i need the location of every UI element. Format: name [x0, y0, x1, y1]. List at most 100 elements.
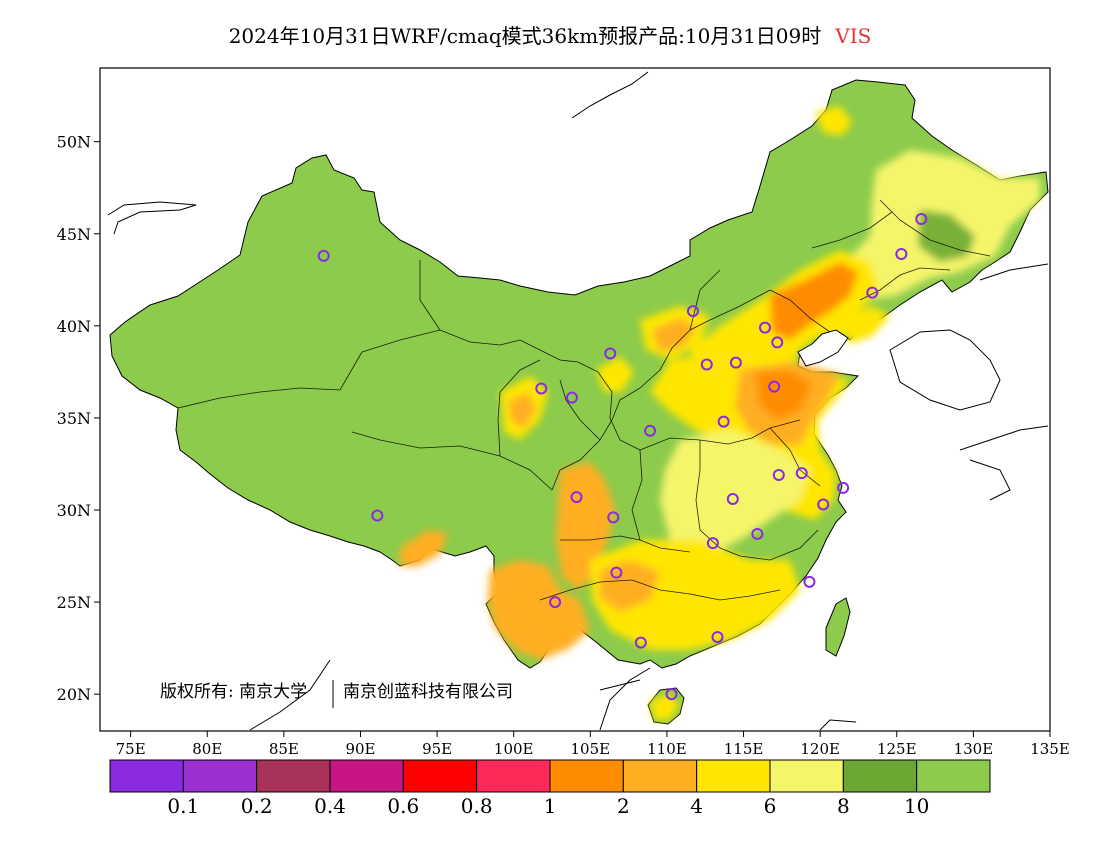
- vis-band-orange-beijing: [770, 262, 858, 340]
- legend-swatch: [842, 759, 918, 793]
- lat-tick-label: 20N: [57, 685, 91, 704]
- legend-swatch: [622, 759, 698, 793]
- vis-band-orange-core: [755, 370, 812, 420]
- lon-tick-label: 135E: [1030, 740, 1070, 758]
- legend-label: 10: [904, 794, 929, 818]
- vis-band-yellow-innermongolia: [816, 106, 852, 136]
- legend-swatch: [476, 759, 551, 793]
- vis-band-darkgreen-ne: [918, 210, 975, 262]
- legend-swatch: [329, 759, 404, 793]
- legend-swatch: [256, 759, 331, 793]
- station-marker: [759, 321, 771, 334]
- legend-label: 0.1: [167, 794, 199, 818]
- copyright-partner: 南京创蓝科技有限公司: [343, 682, 513, 702]
- station-marker: [535, 382, 548, 395]
- legend-swatch: [696, 759, 771, 793]
- legend-label: 0.6: [387, 794, 419, 818]
- vis-band-orange-tibet: [400, 530, 448, 566]
- legend-label: 2: [617, 794, 630, 818]
- legend-label: 8: [837, 794, 850, 818]
- station-marker: [866, 286, 879, 299]
- station-marker: [771, 336, 784, 349]
- station-marker: [565, 391, 578, 404]
- station-marker: [706, 537, 719, 550]
- station-marker: [686, 305, 699, 318]
- legend-label: 1: [544, 794, 557, 818]
- station-marker: [610, 566, 623, 579]
- station-marker: [665, 688, 678, 701]
- lon-tick-label: 110E: [647, 740, 687, 758]
- station-marker: [915, 213, 928, 226]
- map-title: 2024年10月31日WRF/cmaq模式36km预报产品:10月31日09时 V…: [0, 20, 1100, 49]
- legend-label: 0.4: [314, 794, 346, 818]
- station-marker: [803, 575, 816, 588]
- legend-label: 6: [764, 794, 777, 818]
- color-legend: 0.1 0.2 0.4 0.6 0.8 1 2 4 6 8 10: [109, 759, 991, 818]
- longitude-axis: 75E 80E 85E 90E 95E 100E 105E 110E 115E 120E 125E 1…: [116, 731, 1070, 758]
- lat-tick-label: 45N: [57, 225, 91, 244]
- vis-band-orange-hubei: [652, 318, 696, 352]
- legend-swatch: [769, 759, 844, 793]
- lat-tick-label: 40N: [57, 317, 91, 336]
- station-marker: [772, 469, 785, 482]
- title-variable: VIS: [835, 24, 872, 48]
- station-markers: [317, 213, 928, 701]
- title-main: 2024年10月31日WRF/cmaq模式36km预报产品:10月31日09时: [228, 24, 822, 48]
- lon-tick-label: 125E: [877, 740, 917, 758]
- lon-tick-label: 100E: [494, 740, 534, 758]
- neighbour-coastlines: [107, 71, 1049, 731]
- station-marker: [634, 636, 647, 649]
- lat-tick-label: 50N: [57, 133, 91, 152]
- station-marker: [729, 356, 742, 369]
- legend-label: 0.2: [241, 794, 273, 818]
- lon-tick-label: 75E: [116, 740, 146, 758]
- station-marker: [607, 511, 620, 524]
- station-marker: [711, 631, 724, 644]
- province-boundaries: [177, 199, 991, 601]
- lon-tick-label: 85E: [269, 740, 299, 758]
- station-marker: [371, 509, 384, 522]
- latitude-axis: 20N 25N 30N 35N 40N 45N 50N: [57, 133, 100, 704]
- vis-band-yellow-liaoning: [840, 306, 890, 344]
- legend-label: 4: [690, 794, 703, 818]
- lon-tick-label: 95E: [422, 740, 452, 758]
- vis-band-orange-qinghai: [508, 392, 536, 428]
- station-marker: [717, 415, 730, 428]
- legend-swatch: [109, 759, 184, 793]
- station-marker: [768, 380, 781, 393]
- lat-tick-label: 30N: [57, 501, 91, 520]
- legend-swatch: [916, 759, 991, 793]
- map-area: 版权所有: 南京大学 南京创蓝科技有限公司: [100, 68, 1050, 731]
- station-marker: [726, 492, 739, 505]
- copyright-text: 版权所有: 南京大学: [160, 682, 307, 702]
- legend-label: 0.8: [461, 794, 493, 818]
- station-marker: [837, 481, 850, 494]
- vis-band-orange-yunnan: [488, 560, 590, 660]
- vis-band-orange-guizhou: [600, 560, 660, 612]
- legend-swatch: [549, 759, 624, 793]
- legend-swatch: [182, 759, 258, 793]
- station-marker: [570, 491, 583, 504]
- station-marker: [895, 248, 908, 261]
- legend-swatch: [402, 759, 478, 793]
- station-marker: [700, 358, 713, 371]
- station-marker: [817, 498, 830, 511]
- lon-tick-label: 130E: [954, 740, 994, 758]
- map-frame: [99, 67, 1051, 732]
- station-marker: [795, 467, 808, 480]
- station-marker: [644, 424, 657, 437]
- station-marker: [751, 527, 764, 540]
- station-marker: [549, 596, 562, 609]
- station-marker: [317, 249, 330, 262]
- lat-tick-label: 25N: [57, 593, 91, 612]
- station-marker: [604, 347, 617, 360]
- lon-tick-label: 80E: [192, 740, 222, 758]
- lon-tick-label: 115E: [724, 740, 764, 758]
- lon-tick-label: 120E: [800, 740, 840, 758]
- lon-tick-label: 90E: [345, 740, 375, 758]
- lon-tick-label: 105E: [571, 740, 611, 758]
- bohai-sea: [797, 329, 849, 367]
- taiwan-island: [825, 597, 851, 657]
- lat-tick-label: 35N: [57, 409, 91, 428]
